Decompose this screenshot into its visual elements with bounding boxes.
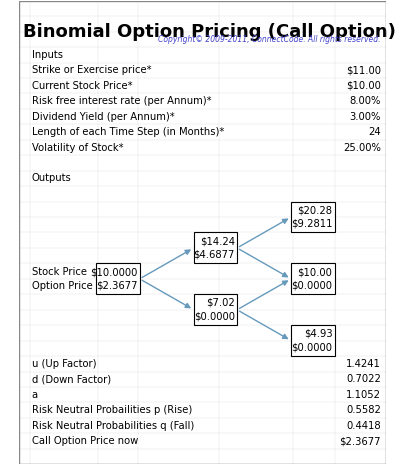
Text: 1.4241: 1.4241 bbox=[346, 359, 381, 369]
Text: $2.3677: $2.3677 bbox=[339, 436, 381, 446]
Text: Option Price: Option Price bbox=[31, 281, 92, 291]
Text: $11.00: $11.00 bbox=[346, 65, 381, 75]
Text: 1.1052: 1.1052 bbox=[346, 390, 381, 400]
Bar bbox=[291, 325, 334, 356]
Text: a: a bbox=[31, 390, 38, 400]
Text: $0.0000: $0.0000 bbox=[291, 281, 332, 291]
Text: $4.93: $4.93 bbox=[304, 329, 332, 339]
Text: Length of each Time Step (in Months)*: Length of each Time Step (in Months)* bbox=[31, 127, 224, 137]
Text: $20.28: $20.28 bbox=[297, 205, 332, 215]
Text: 0.4418: 0.4418 bbox=[346, 421, 381, 431]
Text: $0.0000: $0.0000 bbox=[194, 312, 235, 322]
Text: u (Up Factor): u (Up Factor) bbox=[31, 359, 96, 369]
Bar bbox=[194, 232, 237, 263]
Text: 25.00%: 25.00% bbox=[343, 142, 381, 153]
Text: Stock Price: Stock Price bbox=[31, 267, 87, 277]
Text: $10.00: $10.00 bbox=[346, 81, 381, 91]
Text: Binomial Option Pricing (Call Option): Binomial Option Pricing (Call Option) bbox=[23, 23, 396, 40]
Text: $0.0000: $0.0000 bbox=[291, 343, 332, 352]
Text: Inputs: Inputs bbox=[31, 50, 63, 60]
Text: Volatility of Stock*: Volatility of Stock* bbox=[31, 142, 123, 153]
Text: Strike or Exercise price*: Strike or Exercise price* bbox=[31, 65, 151, 75]
Text: 0.7022: 0.7022 bbox=[346, 374, 381, 384]
Text: Risk free interest rate (per Annum)*: Risk free interest rate (per Annum)* bbox=[31, 96, 211, 106]
Text: Risk Neutral Probailities p (Rise): Risk Neutral Probailities p (Rise) bbox=[31, 405, 192, 415]
Text: Risk Neutral Probabilities q (Fall): Risk Neutral Probabilities q (Fall) bbox=[31, 421, 194, 431]
Text: Dividend Yield (per Annum)*: Dividend Yield (per Annum)* bbox=[31, 112, 174, 121]
Text: $10.0000: $10.0000 bbox=[90, 267, 138, 277]
Text: Call Option Price now: Call Option Price now bbox=[31, 436, 138, 446]
Text: 8.00%: 8.00% bbox=[349, 96, 381, 106]
Bar bbox=[291, 263, 334, 294]
Text: $14.24: $14.24 bbox=[200, 236, 235, 246]
Text: Current Stock Price*: Current Stock Price* bbox=[31, 81, 132, 91]
Text: $9.2811: $9.2811 bbox=[291, 219, 332, 229]
Text: $4.6877: $4.6877 bbox=[194, 250, 235, 260]
Text: 24: 24 bbox=[368, 127, 381, 137]
Text: 3.00%: 3.00% bbox=[349, 112, 381, 121]
Text: $7.02: $7.02 bbox=[206, 298, 235, 308]
Text: 0.5582: 0.5582 bbox=[346, 405, 381, 415]
Text: Outputs: Outputs bbox=[31, 173, 71, 183]
Bar bbox=[96, 263, 140, 294]
Bar bbox=[291, 202, 334, 232]
Bar bbox=[194, 294, 237, 325]
Text: $2.3677: $2.3677 bbox=[96, 281, 138, 291]
Text: Copyright© 2009-2011, ConnectCode. All rights reserved.: Copyright© 2009-2011, ConnectCode. All r… bbox=[158, 35, 381, 44]
Text: $10.00: $10.00 bbox=[298, 267, 332, 277]
Text: d (Down Factor): d (Down Factor) bbox=[31, 374, 111, 384]
